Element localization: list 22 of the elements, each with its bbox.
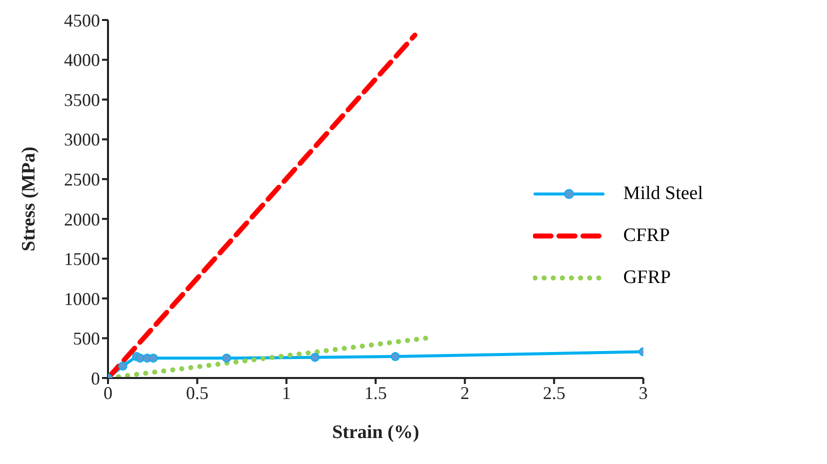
x-axis-title: Strain (%) bbox=[332, 422, 420, 443]
x-tick-label: 1.5 bbox=[364, 382, 387, 403]
y-tick-label: 500 bbox=[73, 328, 100, 349]
y-tick-label: 4500 bbox=[64, 10, 100, 30]
y-tick-label: 0 bbox=[91, 368, 100, 388]
y-tick-label: 3500 bbox=[64, 90, 100, 110]
y-tick-label: 1500 bbox=[64, 249, 100, 270]
x-tick-label: 0.5 bbox=[186, 382, 208, 403]
x-tick-label: 0 bbox=[104, 382, 112, 403]
x-tick-label: 2 bbox=[460, 382, 470, 403]
x-tick-label: 1 bbox=[282, 382, 291, 403]
y-tick-label: 3000 bbox=[64, 130, 100, 150]
y-tick-label: 2500 bbox=[64, 170, 100, 190]
y-axis-title: Stress (MPa) bbox=[18, 146, 40, 252]
x-tick-label: 3 bbox=[638, 382, 648, 403]
legend-label: GFRP bbox=[623, 267, 671, 289]
y-tick-label: 1000 bbox=[64, 288, 100, 309]
x-tick-label: 2.5 bbox=[542, 382, 566, 403]
legend-label: Mild Steel bbox=[623, 183, 703, 205]
y-tick-label: 4000 bbox=[64, 50, 100, 70]
legend-label: CFRP bbox=[623, 225, 670, 247]
y-tick-label: 2000 bbox=[64, 209, 100, 230]
